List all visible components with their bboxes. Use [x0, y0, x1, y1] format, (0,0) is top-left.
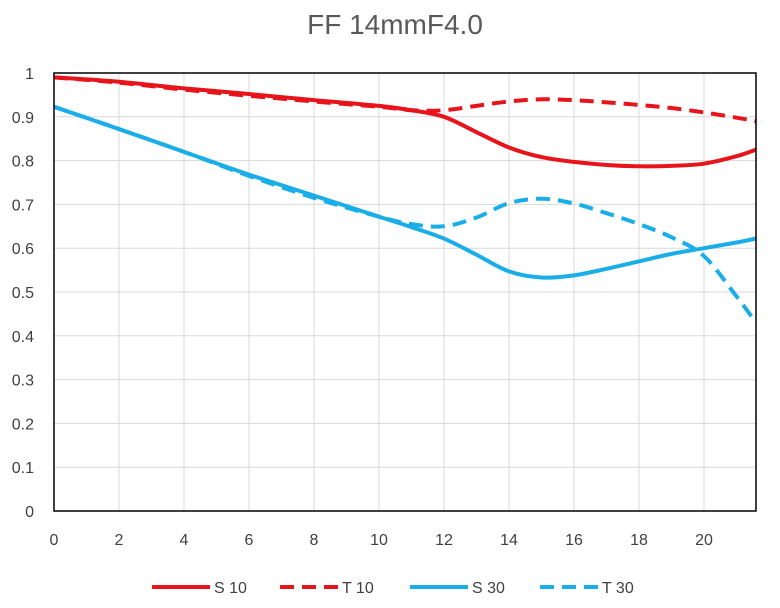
x-tick-label: 4 — [180, 532, 189, 549]
axes: 00.10.20.30.40.50.60.70.80.910 2 4 6 8 10 12 14… — [12, 66, 713, 549]
x-tick-label: 0 — [50, 532, 59, 549]
y-tick-label: 0.2 — [12, 416, 34, 433]
x-tick-label: 12 — [435, 532, 453, 549]
legend-label: T 30 — [602, 580, 634, 597]
y-tick-label: 0.8 — [12, 154, 34, 171]
x-tick-label: 20 — [695, 532, 713, 549]
x-tick-label: 14 — [500, 532, 518, 549]
y-tick-label: 0.9 — [12, 110, 34, 127]
x-tick-label: 10 — [370, 532, 388, 549]
x-tick-label: 2 — [115, 532, 124, 549]
series-line-s-30 — [54, 104, 756, 280]
series-lines — [54, 75, 756, 324]
y-tick-label: 0.5 — [12, 285, 34, 302]
y-tick-label: 0.4 — [12, 329, 34, 346]
x-tick-label: 16 — [565, 532, 583, 549]
series-line-t-30 — [54, 104, 756, 324]
chart-title: FF 14mmF4.0 — [307, 9, 483, 40]
y-tick-label: 1 — [25, 66, 34, 83]
legend-label: S 30 — [472, 580, 505, 597]
x-tick-label: 8 — [310, 532, 319, 549]
y-tick-label: 0.7 — [12, 197, 34, 214]
plot-frame — [53, 72, 757, 512]
x-tick-label: 6 — [245, 532, 254, 549]
series-line-s-10 — [54, 75, 756, 169]
grid — [53, 72, 756, 512]
series-line-t-10 — [54, 75, 756, 124]
y-tick-label: 0.3 — [12, 373, 34, 390]
legend-label: T 10 — [342, 580, 374, 597]
y-tick-label: 0.1 — [12, 460, 34, 477]
x-tick-label: 18 — [630, 532, 648, 549]
legend: S 10 T 10 S 30 T 30 — [152, 580, 634, 597]
y-tick-label: 0.6 — [12, 241, 34, 258]
y-tick-label: 0 — [25, 504, 34, 521]
legend-label: S 10 — [214, 580, 247, 597]
